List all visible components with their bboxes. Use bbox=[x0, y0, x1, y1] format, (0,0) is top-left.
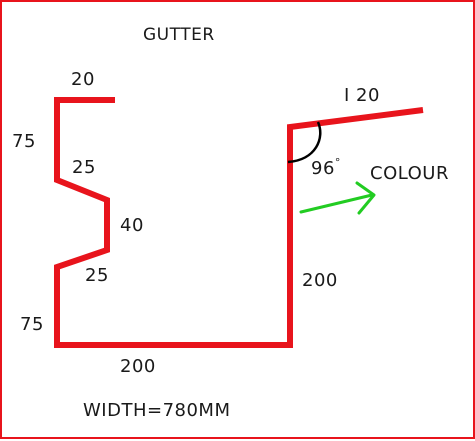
dimension-lower-back: 75 bbox=[20, 314, 44, 335]
gutter-profile bbox=[54, 97, 424, 348]
angle-arc bbox=[287, 121, 322, 164]
dimension-top-lip: 20 bbox=[71, 69, 95, 90]
diagram-title: GUTTER bbox=[143, 25, 215, 45]
angle-label: 96° bbox=[311, 157, 341, 178]
dimension-base: 200 bbox=[120, 356, 156, 377]
dimension-lower-bend: 25 bbox=[85, 265, 109, 286]
width-note: WIDTH=780MM bbox=[83, 400, 231, 421]
angle-unit: ° bbox=[334, 156, 341, 169]
dimension-upper-back: 75 bbox=[12, 131, 36, 152]
dimension-kink: 40 bbox=[120, 215, 144, 236]
colour-label: COLOUR bbox=[370, 163, 449, 184]
dimension-front: 200 bbox=[302, 270, 338, 291]
colour-arrow bbox=[299, 181, 376, 215]
dimension-upper-bend: 25 bbox=[72, 157, 96, 178]
angle-value: 96 bbox=[311, 158, 335, 179]
dimension-front-flange: I 20 bbox=[344, 85, 380, 106]
